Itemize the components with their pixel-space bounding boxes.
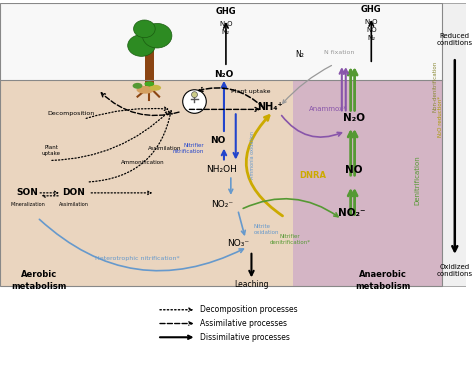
Text: Assimilative processes: Assimilative processes [201,319,287,328]
Text: NO: NO [345,166,362,175]
Text: Plant
uptake: Plant uptake [42,145,61,156]
Text: Assimilation: Assimilation [148,146,182,151]
Ellipse shape [134,20,155,38]
Bar [0,3,465,80]
Text: N₂O: N₂O [343,113,365,123]
Circle shape [191,92,198,97]
Text: Nitrifier
nitrification: Nitrifier nitrification [173,143,204,154]
Text: Anaerobic
metabolism: Anaerobic metabolism [356,270,411,291]
Ellipse shape [142,23,172,48]
Text: Plant uptake: Plant uptake [231,89,270,94]
Text: Reduced
conditions: Reduced conditions [437,33,473,46]
Text: NO₃⁻: NO₃⁻ [227,239,249,248]
Circle shape [182,90,206,113]
Text: Heterotrophic nitrification*: Heterotrophic nitrification* [95,256,180,261]
Text: Nitrifier
denitrification*: Nitrifier denitrification* [269,234,310,245]
Text: N fixation: N fixation [324,50,355,55]
Ellipse shape [145,81,154,86]
Text: SON: SON [17,188,38,198]
Text: Aerobic
metabolism: Aerobic metabolism [11,270,67,291]
Ellipse shape [128,35,155,56]
Text: N₂O: N₂O [219,21,233,27]
Text: N₂: N₂ [222,29,230,35]
Text: Nitrite
oxidation: Nitrite oxidation [254,224,279,235]
Text: Non-denitrification: Non-denitrification [433,61,438,112]
Text: Denitrification: Denitrification [414,155,420,205]
Bar [146,42,154,87]
Text: NO₂⁻: NO₂⁻ [211,200,233,209]
Ellipse shape [149,85,161,91]
Text: NH₄⁺: NH₄⁺ [257,102,283,112]
Text: N₂: N₂ [367,35,375,41]
Text: Mineralization: Mineralization [10,202,45,207]
Bar [0,80,465,286]
Text: DNRA: DNRA [299,171,326,180]
Text: N₂O reduction*: N₂O reduction* [438,96,443,137]
Text: N₂O: N₂O [365,19,378,25]
Text: Dissimilative processes: Dissimilative processes [201,333,290,342]
Text: NH₂OH: NH₂OH [207,166,237,174]
Ellipse shape [133,83,142,89]
Text: DON: DON [62,188,85,198]
Text: GHG: GHG [216,7,236,16]
Text: Oxidized
conditions: Oxidized conditions [437,264,473,277]
Text: Ammonia oxidation: Ammonia oxidation [250,132,255,179]
Text: Anammox*: Anammox* [310,106,348,112]
Text: Leaching: Leaching [234,280,269,289]
Ellipse shape [137,86,154,94]
Text: Ammonification: Ammonification [120,160,164,165]
Bar [442,3,465,286]
Bar [293,80,442,286]
Text: Assimilation: Assimilation [59,202,89,207]
Text: NO₂⁻: NO₂⁻ [338,208,365,218]
Text: Decomposition processes: Decomposition processes [201,305,298,314]
Text: NO: NO [210,136,226,145]
Text: GHG: GHG [361,5,382,14]
Bar [0,3,442,286]
Text: Decomposition: Decomposition [47,111,94,116]
Text: N₂: N₂ [295,51,304,60]
Bar [0,286,465,369]
Text: NO: NO [366,27,377,33]
Text: N₂O: N₂O [214,70,234,79]
